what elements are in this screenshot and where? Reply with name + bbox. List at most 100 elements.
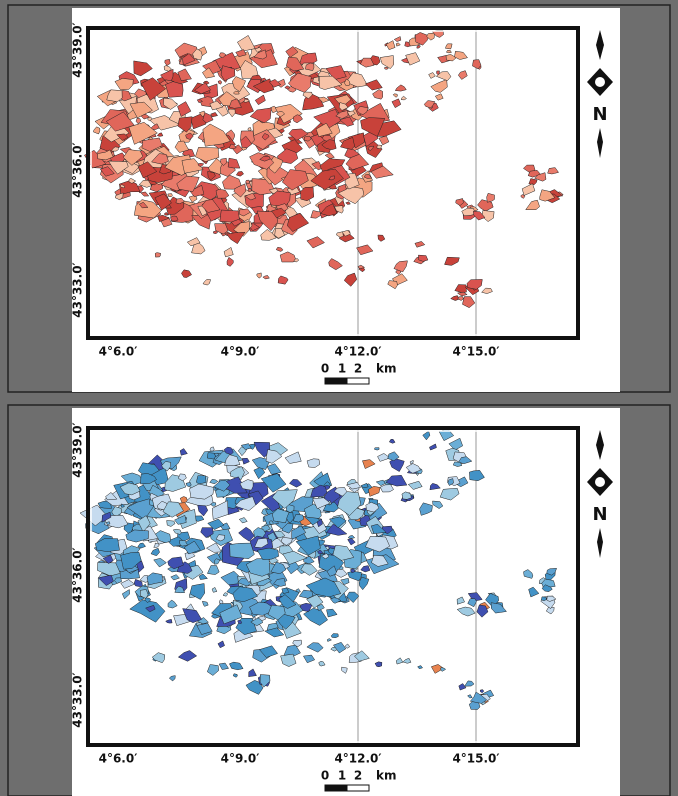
land-parcel	[227, 108, 236, 118]
land-parcel	[105, 492, 118, 501]
land-parcel	[163, 211, 169, 216]
land-parcel	[281, 169, 309, 191]
land-parcel	[162, 501, 184, 518]
land-parcel	[422, 430, 431, 441]
land-parcel	[372, 89, 383, 100]
latitude-label: 43°33.0′	[71, 262, 85, 317]
land-parcel	[467, 694, 473, 699]
land-parcel	[226, 256, 234, 267]
land-parcel	[287, 212, 310, 232]
land-parcel	[311, 161, 323, 171]
land-parcel	[393, 36, 402, 42]
scale-label: 0	[321, 362, 329, 376]
land-parcel	[401, 95, 407, 101]
land-parcel	[464, 680, 475, 687]
land-parcel	[257, 615, 266, 621]
land-parcel	[295, 588, 301, 593]
land-parcel	[341, 230, 351, 237]
land-parcel	[300, 563, 318, 576]
land-parcel	[546, 568, 557, 576]
land-parcel	[288, 479, 303, 488]
land-parcel	[209, 479, 219, 485]
land-parcel	[310, 210, 322, 219]
land-parcel	[328, 516, 347, 529]
land-parcel	[196, 622, 213, 635]
land-parcel	[445, 43, 453, 50]
land-parcel	[238, 208, 251, 217]
land-parcel	[392, 93, 398, 98]
land-parcel	[378, 135, 390, 146]
land-parcel	[170, 215, 179, 222]
land-parcel	[389, 458, 405, 472]
longitude-label: 4°6.0′	[99, 752, 138, 766]
land-parcel	[321, 139, 337, 151]
land-parcel	[220, 157, 227, 166]
land-parcel	[374, 447, 380, 451]
land-parcel	[429, 483, 441, 491]
land-parcel	[300, 186, 315, 202]
land-parcel	[285, 46, 299, 58]
land-parcel	[274, 104, 303, 124]
land-parcel	[273, 578, 286, 587]
land-parcel	[409, 459, 414, 465]
land-parcel	[385, 40, 396, 51]
land-parcel	[339, 116, 355, 127]
land-parcel	[238, 526, 255, 542]
longitude-label: 4°15.0′	[452, 345, 499, 359]
land-parcel	[286, 56, 305, 72]
land-parcel	[375, 479, 386, 486]
land-parcel	[114, 78, 134, 91]
land-parcel	[272, 508, 290, 524]
land-parcel	[324, 152, 335, 159]
land-parcel	[318, 660, 326, 667]
land-parcel	[147, 116, 153, 122]
land-parcel	[154, 193, 172, 211]
land-parcel	[305, 577, 342, 598]
land-parcel	[164, 59, 171, 66]
land-parcel	[328, 175, 335, 181]
land-parcel	[254, 537, 269, 548]
land-parcel	[278, 594, 297, 609]
land-parcel	[395, 657, 404, 665]
land-parcel	[284, 451, 302, 464]
land-parcel	[211, 500, 229, 520]
land-parcel	[469, 206, 479, 212]
land-parcel	[119, 180, 141, 196]
map-frame-inner	[90, 430, 576, 743]
land-parcel	[239, 479, 254, 491]
land-parcel	[244, 192, 256, 201]
scale-bar-black	[324, 784, 348, 792]
land-parcel	[194, 82, 211, 94]
land-parcel	[490, 602, 507, 614]
land-parcel	[260, 229, 277, 241]
land-parcel	[310, 168, 344, 190]
land-parcel	[235, 49, 247, 57]
north-arrow-center	[595, 77, 605, 87]
land-parcel	[137, 515, 151, 533]
land-parcel	[163, 97, 178, 110]
land-parcel	[222, 174, 242, 190]
land-parcel	[274, 228, 286, 239]
land-parcel	[231, 76, 246, 92]
land-parcel	[344, 148, 361, 159]
land-parcel	[177, 473, 187, 482]
land-parcel	[145, 604, 156, 613]
land-parcel	[315, 122, 333, 137]
land-parcel	[419, 502, 433, 516]
land-parcel	[345, 201, 351, 205]
land-parcel	[186, 237, 201, 247]
scale-bar-black	[324, 377, 348, 385]
land-parcel	[149, 123, 160, 131]
land-parcel	[138, 201, 149, 209]
land-parcel	[393, 260, 408, 273]
map-panel: 4°6.0′ 4°9.0′ 4°12.0′ 4°15.0′ 43°39.0′ 43°36.…	[7, 404, 671, 796]
land-parcel	[379, 55, 395, 69]
land-parcel	[280, 653, 297, 667]
land-parcel	[312, 497, 331, 510]
land-parcel	[122, 149, 144, 166]
land-parcel	[192, 48, 203, 61]
land-parcel	[181, 158, 204, 174]
land-parcel	[356, 244, 374, 256]
land-parcel	[310, 484, 328, 498]
land-parcel	[185, 132, 194, 140]
